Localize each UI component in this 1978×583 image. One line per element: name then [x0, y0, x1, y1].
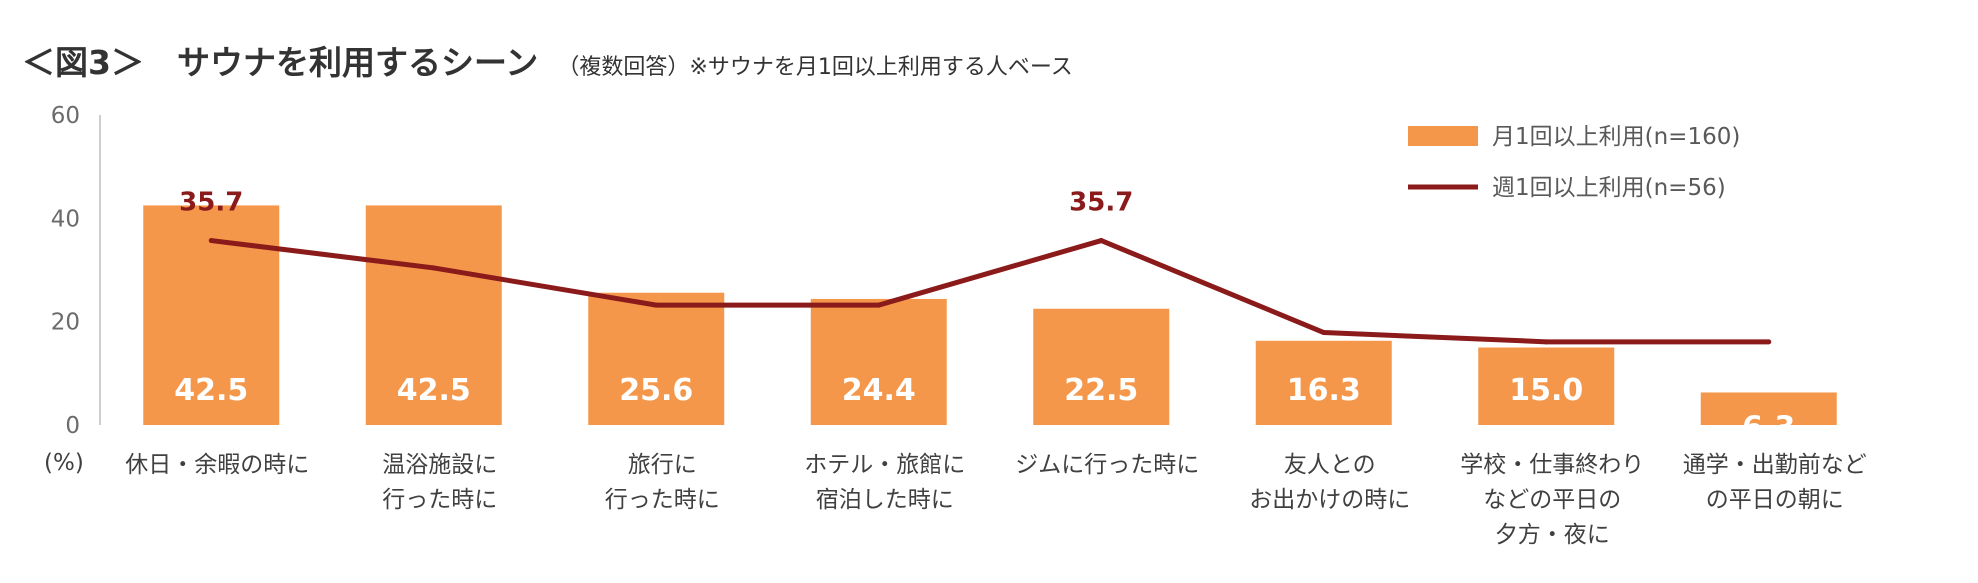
category-label: 学校・仕事終わり [1460, 452, 1644, 478]
bar-value-label: 42.5 [174, 373, 248, 408]
line-value-label: 35.7 [1069, 188, 1133, 218]
y-tick-label: 60 [51, 103, 80, 129]
y-tick-label: 20 [51, 310, 80, 336]
line-point [1543, 339, 1549, 345]
chart-title-row: ＜図3＞ サウナを利用するシーン （複数回答）※サウナを月1回以上利用する人ベー… [22, 36, 1073, 84]
legend-bar-label: 月1回以上利用(n=160) [1492, 124, 1740, 150]
y-tick-label: 40 [51, 206, 80, 232]
category-label: 温浴施設に [382, 452, 497, 478]
line-point [431, 265, 437, 271]
y-axis: 0 20 40 60 (%) [44, 103, 101, 476]
bar [365, 205, 502, 425]
bar [1700, 392, 1837, 425]
chart-title: ＜図3＞ サウナを利用するシーン [22, 43, 539, 82]
category-label: ジムに行った時に [1015, 452, 1199, 478]
line-value-label: 35.7 [179, 188, 243, 218]
category-label: お出かけの時に [1249, 487, 1410, 513]
y-axis-unit-label: (%) [44, 450, 84, 476]
bar-value-label: 6.3 [1742, 410, 1795, 445]
series-line [210, 238, 1769, 345]
line-point [1098, 238, 1104, 244]
category-label: 宿泊した時に [816, 487, 954, 513]
legend-bar-swatch [1408, 126, 1478, 146]
bar [1033, 308, 1170, 425]
category-label: 通学・出勤前など [1683, 452, 1867, 478]
bar-value-label: 25.6 [619, 373, 693, 408]
category-label: などの平日の [1483, 487, 1621, 513]
category-label: 行った時に [382, 487, 497, 513]
line-point [653, 302, 659, 308]
bar [1255, 340, 1392, 425]
category-label: 休日・余暇の時に [125, 452, 309, 478]
legend-line-label: 週1回以上利用(n=56) [1492, 175, 1726, 201]
category-label: 行った時に [605, 487, 720, 513]
bar [588, 292, 725, 425]
line-series: 35.7 35.7 [179, 188, 1772, 345]
bar-value-label: 22.5 [1064, 373, 1138, 408]
bar [1478, 347, 1615, 425]
category-label: の平日の朝に [1706, 487, 1844, 513]
bar-value-label: 16.3 [1287, 373, 1361, 408]
chart-subtitle: （複数回答）※サウナを月1回以上利用する人ベース [557, 55, 1073, 80]
bar [810, 298, 947, 425]
line-point [1321, 330, 1327, 336]
category-label: 友人との [1284, 452, 1376, 478]
bar-value-label: 42.5 [397, 373, 471, 408]
bar-value-label: 15.0 [1509, 373, 1583, 408]
category-label: 夕方・夜に [1495, 522, 1610, 548]
y-tick-label: 0 [65, 413, 80, 439]
category-label: ホテル・旅館に [804, 452, 965, 478]
bar-series: 42.5 42.5 25.6 24.4 22.5 16.3 15.0 6.3 [143, 205, 1837, 445]
line-point [208, 238, 214, 244]
bar-value-label: 24.4 [842, 373, 916, 408]
line-point [876, 302, 882, 308]
category-label: 旅行に [628, 452, 697, 478]
legend: 月1回以上利用(n=160) 週1回以上利用(n=56) [1408, 124, 1740, 201]
line-point [1766, 339, 1772, 345]
